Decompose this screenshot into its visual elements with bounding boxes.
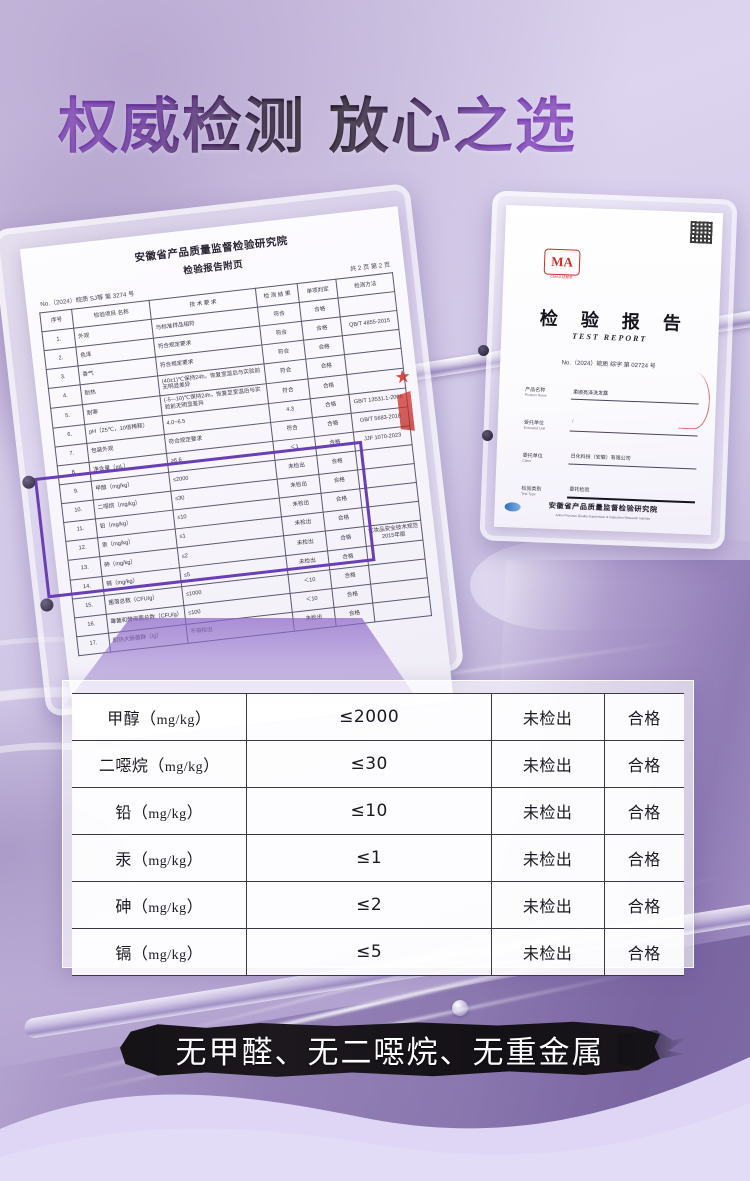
stamp-star-icon: ★ xyxy=(393,365,412,388)
table-cell-limit: ≤5 xyxy=(246,928,492,976)
footer-banner: 无甲醛、无二噁烷、无重金属 xyxy=(120,1018,688,1080)
table-cell-verdict: 合格 xyxy=(604,787,684,835)
table-cell-limit: ≤1 xyxy=(246,834,492,882)
table-cell-item: 砷（mg/kg） xyxy=(72,881,248,929)
table-row: 铅（mg/kg） ≤10 未检出 合格 xyxy=(72,787,684,835)
table-row: 二噁烷（mg/kg） ≤30 未检出 合格 xyxy=(72,740,684,788)
table-cell-limit: ≤10 xyxy=(246,787,492,835)
bottom-wave xyxy=(0,1057,750,1181)
table-cell-verdict: 合格 xyxy=(604,740,684,788)
highlight-table: 甲醇（mg/kg） ≤2000 未检出 合格 二噁烷（mg/kg） ≤30 未检出 合格 铅（m… xyxy=(72,693,684,976)
table-cell-limit: ≤2000 xyxy=(246,693,492,741)
table-row: 砷（mg/kg） ≤2 未检出 合格 xyxy=(72,881,684,929)
table-cell-result: 未检出 xyxy=(491,881,605,929)
right-document-page: MA CMA认证标志 检 验 报 告 TEST REPORT No.（2024）… xyxy=(493,204,724,536)
stand-screw-icon xyxy=(478,345,489,356)
table-row: 镉（mg/kg） ≤5 未检出 合格 xyxy=(72,928,684,976)
cma-mark-icon: MA xyxy=(543,248,581,276)
stand-screw-icon xyxy=(482,430,493,441)
right-doc-value-1: / xyxy=(571,419,574,425)
table-cell-item: 铅（mg/kg） xyxy=(72,787,248,835)
left-doc-page-label: 共 2 页 第 2 页 xyxy=(349,261,391,273)
right-document-frame: MA CMA认证标志 检 验 报 告 TEST REPORT No.（2024）… xyxy=(479,190,738,550)
left-doc-table: 序号 检验项目 名称技 术 要 求检 测 结 果单项判定 检测方法 1. 外观 与标准样品… xyxy=(39,272,432,656)
footer-banner-text: 无甲醛、无二噁烷、无重金属 xyxy=(175,1034,605,1071)
table-row: 甲醇（mg/kg） ≤2000 未检出 合格 xyxy=(72,693,684,741)
qr-code-icon xyxy=(689,221,713,244)
table-cell-item: 甲醇（mg/kg） xyxy=(72,693,248,741)
right-doc-value-3: 委托检验 xyxy=(569,487,590,494)
right-doc-value-0: 柔顺亮泽洗发露 xyxy=(572,390,609,397)
table-cell-limit: ≤30 xyxy=(246,740,492,788)
table-cell-result: 未检出 xyxy=(491,740,605,788)
right-doc-footer: 安徽省产品质量监督检验研究院 Anhui Province Quality Su… xyxy=(502,499,703,523)
cma-mark-sub: CMA认证标志 xyxy=(550,274,573,280)
brush-stroke-shape xyxy=(120,1021,660,1077)
table-cell-limit: ≤2 xyxy=(246,881,492,929)
table-cell-verdict: 合格 xyxy=(604,928,684,976)
table-cell-verdict: 合格 xyxy=(604,834,684,882)
table-cell-verdict: 合格 xyxy=(604,693,684,741)
table-cell-verdict: 合格 xyxy=(604,881,684,929)
page-title: 权威检测 放心之选 xyxy=(58,78,577,165)
table-cell-result: 未检出 xyxy=(491,693,605,741)
table-cell-result: 未检出 xyxy=(491,834,605,882)
table-cell-result: 未检出 xyxy=(491,928,605,976)
table-cell-result: 未检出 xyxy=(491,787,605,835)
table-row: 汞（mg/kg） ≤1 未检出 合格 xyxy=(72,834,684,882)
table-cell-item: 镉（mg/kg） xyxy=(72,928,248,976)
table-cell-item: 二噁烷（mg/kg） xyxy=(72,740,248,788)
right-doc-report-no: No.（2024）皖质 综字 第 02724 号 xyxy=(561,360,656,370)
table-cell-item: 汞（mg/kg） xyxy=(72,834,248,882)
